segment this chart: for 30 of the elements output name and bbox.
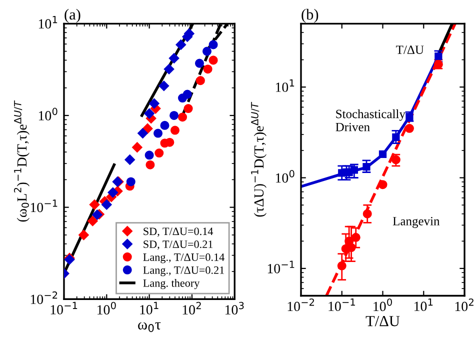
x-tick-label: 10$^{1}$ [414,298,433,312]
x-tick-label: 10$^{0}$ [374,298,392,312]
chart-title: (b) [302,8,318,23]
y-axis-title: (ω$_{0}$L$^{2}$)$^{−1}$D(T,τ)e$^{ΔU/T}$ [14,100,30,222]
annotation: T/ΔU [396,46,424,54]
x-tick-label: 10$^{3}$ [226,302,244,315]
legend-label: Lang., T/ΔU=0.14 [143,253,224,264]
y-tick-label: 10$^{0}$ [276,170,294,183]
legend-label: SD, T/ΔU=0.21 [144,240,213,250]
y-tick-label: 10$^{−1}$ [30,200,58,212]
x-tick-label: 10$^{−1}$ [50,302,78,314]
x-tick-label: 10$^{2}$ [455,298,474,312]
x-tick-label: 10$^{0}$ [98,302,116,315]
x-tick-label: 10$^{−1}$ [328,298,355,312]
annotation: Langevin [392,216,440,228]
chart-title: (a) [64,8,80,23]
y-tick-label: 10$^{1}$ [276,79,294,92]
y-tick-label: 10$^{1}$ [38,16,58,29]
y-tick-label: 10$^{0}$ [38,108,58,120]
legend-label: Lang. theory [143,279,200,290]
x-tick-label: 10$^{2}$ [182,302,201,315]
y-axis-title: (τΔU)$^{−1}$D(T,τ)e$^{ΔU/T}$ [251,102,266,217]
y-tick-label: 10$^{−1}$ [268,260,294,274]
x-tick-label: 10$^{1}$ [140,302,158,314]
annotation: Stochastically Driven [336,109,406,132]
x-axis-title: T/ΔU [366,316,400,326]
x-axis-title: ω$_{0}$τ [138,322,161,332]
legend-label: SD, T/ΔU=0.14 [144,228,214,237]
x-tick-label: 10$^{−2}$ [288,298,314,312]
legend-label: Lang., T/ΔU=0.21 [143,266,224,276]
